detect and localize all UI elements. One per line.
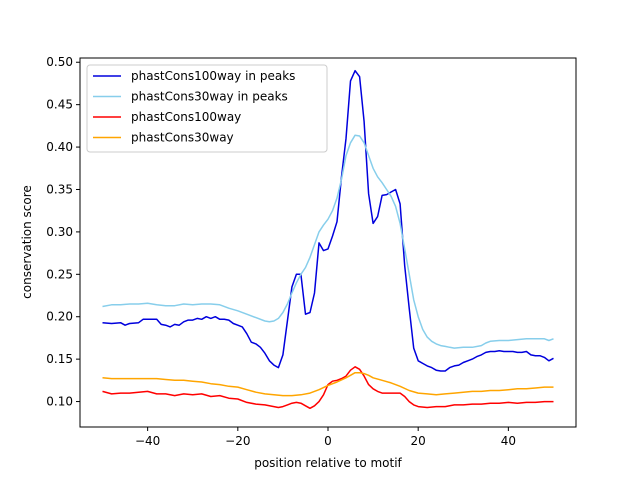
series-line-0 [102,69,554,372]
y-tick-label: 0.35 [46,182,73,196]
y-tick-label: 0.40 [46,140,73,154]
series-layer [102,69,554,410]
legend-label: phastCons100way [131,110,241,124]
y-tick-label: 0.25 [46,267,73,281]
x-axis: −40 −20 0 20 40 [135,427,516,448]
y-axis: 0.10 0.15 0.20 0.25 0.30 0.35 0.40 0.45 0.50 [46,55,80,409]
legend-label: phastCons30way in peaks [131,90,288,104]
y-axis-label: conservation score [20,185,34,299]
x-tick-label: −40 [135,434,160,448]
y-tick-label: 0.50 [46,55,73,69]
legend-frame [86,64,328,153]
series-line-3 [102,371,554,397]
y-tick-label: 0.20 [46,310,73,324]
legend-label: phastCons100way in peaks [131,69,295,83]
series-line-2 [102,366,554,410]
x-axis-label: position relative to motif [254,456,402,470]
y-tick-label: 0.10 [46,395,73,409]
x-tick-label: −20 [225,434,250,448]
y-tick-label: 0.30 [46,225,73,239]
x-tick-label: 20 [411,434,426,448]
y-tick-label: 0.15 [46,352,73,366]
legend-label: phastCons30way [131,131,234,145]
legend: phastCons100way in peaks phastCons30way i… [86,64,328,153]
y-tick-label: 0.45 [46,98,73,112]
series-line-1 [102,134,554,349]
x-tick-label: 0 [324,434,332,448]
x-tick-label: 40 [501,434,516,448]
